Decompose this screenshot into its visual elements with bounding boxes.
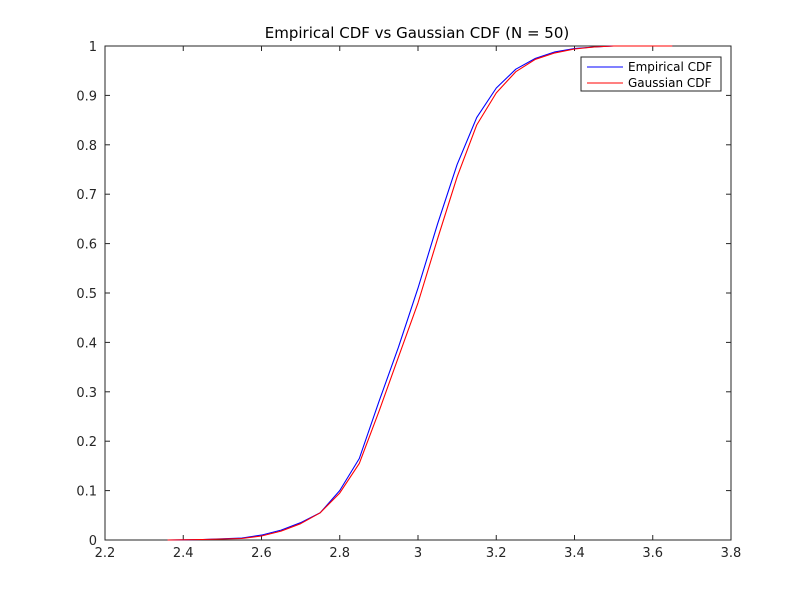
x-tick-label: 2.8 bbox=[329, 546, 350, 561]
y-tick-label: 0.8 bbox=[76, 139, 97, 154]
legend-box bbox=[580, 56, 722, 92]
axes-box bbox=[104, 45, 732, 541]
y-tick-label: 0.9 bbox=[76, 89, 97, 104]
y-tick-label: 0.2 bbox=[76, 435, 97, 450]
x-tick-label: 3.4 bbox=[564, 546, 585, 561]
y-tick-label: 0.7 bbox=[76, 188, 97, 203]
x-tick-label: 2.6 bbox=[251, 546, 272, 561]
chart-title: Empirical CDF vs Gaussian CDF (N = 50) bbox=[265, 24, 570, 42]
y-tick-label: 0.1 bbox=[76, 485, 97, 500]
y-tick-label: 0.3 bbox=[76, 386, 97, 401]
series-line-gaussian bbox=[167, 45, 673, 541]
ticks-group: 2.2 2.4 2.6 2.8 3 3.2 3.4 3.6 3.8 0 0.1 0.2 0.3 0.4 0.… bbox=[76, 40, 741, 561]
x-tick-label: 3.6 bbox=[642, 546, 663, 561]
y-tick-label: 0.5 bbox=[76, 287, 97, 302]
x-tick-label: 3 bbox=[414, 546, 422, 561]
y-tick-label: 0 bbox=[89, 534, 97, 549]
y-tick-label: 0.6 bbox=[76, 238, 97, 253]
legend-label-gaussian: Gaussian CDF bbox=[628, 76, 711, 90]
legend-label-empirical: Empirical CDF bbox=[628, 60, 712, 74]
legend: Empirical CDF Gaussian CDF bbox=[580, 56, 722, 92]
x-tick-label: 3.8 bbox=[721, 546, 742, 561]
plot-area: 2.2 2.4 2.6 2.8 3 3.2 3.4 3.6 3.8 0 0.1 0.2 0.3 0.4 0.… bbox=[76, 40, 741, 561]
x-tick-label: 2.2 bbox=[95, 546, 116, 561]
y-tick-label: 0.4 bbox=[76, 336, 97, 351]
x-tick-label: 3.2 bbox=[486, 546, 507, 561]
lines-group bbox=[167, 45, 673, 541]
y-tick-label: 1 bbox=[89, 40, 97, 55]
x-tick-label: 2.4 bbox=[173, 546, 194, 561]
